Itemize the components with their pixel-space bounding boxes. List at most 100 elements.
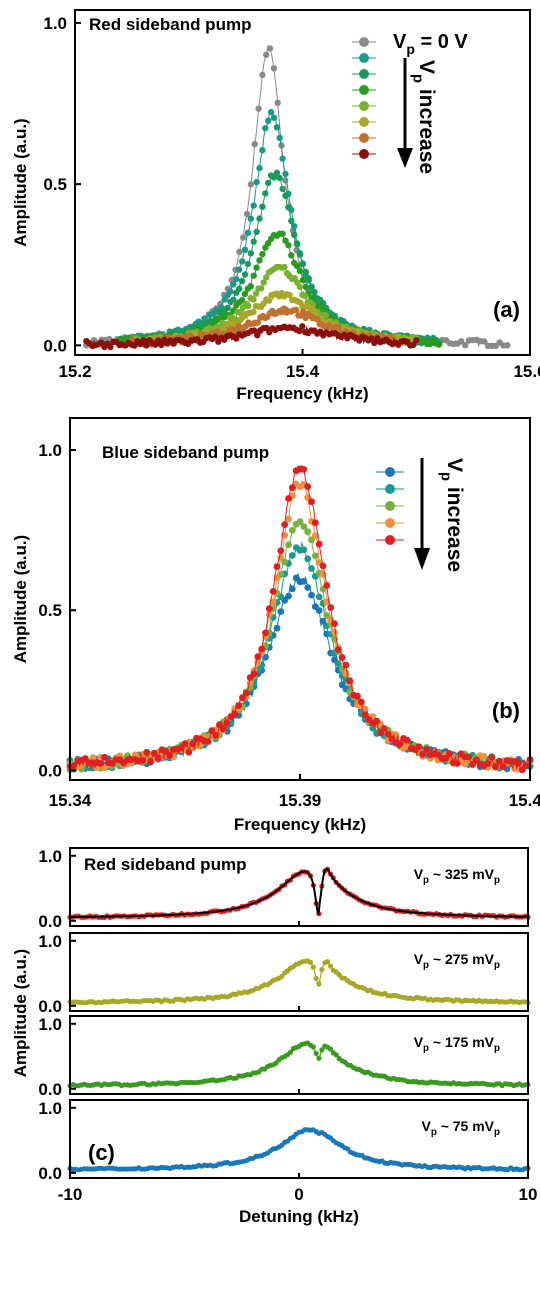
panel-annotation: Red sideband pump [89, 15, 251, 34]
data-point [307, 959, 314, 966]
data-point [380, 725, 388, 732]
data-point [259, 147, 266, 154]
data-point [373, 717, 381, 725]
data-point [453, 760, 461, 767]
data-point [292, 306, 300, 313]
data-point [313, 975, 319, 982]
legend-marker [359, 37, 369, 47]
data-point [287, 1049, 293, 1055]
data-point [396, 740, 404, 748]
data-point [270, 174, 278, 181]
data-point [273, 169, 281, 176]
data-point [247, 215, 254, 222]
panel-b: 15.34 15.39 15.44 0.0 0.5 1.0 Frequency (kHz) A… [11, 441, 540, 834]
data-point [522, 762, 530, 769]
data-point [274, 99, 281, 107]
y-tick-label: 1.0 [43, 14, 67, 33]
y-tick-label: 1.0 [38, 932, 62, 951]
data-point [256, 164, 263, 172]
subpanel-voltage-label: Vp ~ 175 mVp [414, 1034, 500, 1054]
data-point [258, 645, 266, 653]
data-point [285, 541, 292, 549]
data-point [296, 283, 304, 291]
data-point [243, 210, 251, 218]
data-point [208, 727, 216, 735]
data-point [265, 611, 273, 619]
panel-label: (c) [88, 1140, 115, 1165]
data-point [288, 552, 296, 559]
data-point [204, 738, 212, 745]
data-point [311, 288, 318, 296]
data-point [257, 285, 265, 292]
data-point [244, 229, 252, 236]
y-tick-label: 0.0 [38, 997, 62, 1016]
panel-label: (a) [493, 297, 520, 322]
data-point [285, 592, 292, 600]
data-point [97, 760, 105, 767]
data-point [247, 250, 254, 257]
data-point [304, 528, 312, 536]
data-point [231, 710, 239, 718]
x-axis-label: Frequency (kHz) [234, 815, 366, 834]
data-point [446, 750, 453, 757]
data-point [285, 495, 292, 502]
data-point [266, 45, 274, 52]
data-point [415, 743, 423, 750]
data-point [315, 593, 323, 601]
data-point [285, 204, 292, 211]
data-point [223, 719, 231, 727]
data-point [259, 71, 266, 79]
legend-marker [359, 85, 369, 95]
data-point [316, 981, 322, 987]
fit-line [70, 867, 528, 918]
data-point [403, 736, 411, 744]
data-point [250, 296, 257, 303]
data-point [89, 754, 97, 762]
data-point [250, 670, 258, 677]
data-point [461, 760, 469, 768]
x-tick-label: 15.4 [286, 362, 320, 381]
data-point [288, 217, 295, 225]
data-point [185, 748, 193, 756]
data-point [219, 725, 227, 733]
data-point [238, 258, 246, 265]
series-line [69, 960, 529, 1004]
data-point [499, 763, 507, 770]
data-point [250, 202, 257, 209]
data-point [319, 562, 327, 570]
data-point [296, 327, 303, 335]
data-point [288, 484, 296, 492]
y-tick-label: 0.0 [43, 336, 67, 355]
y-tick-label: 0.0 [38, 761, 62, 780]
data-point [302, 268, 309, 276]
data-point [371, 339, 378, 347]
legend-marker [359, 117, 369, 127]
data-point [315, 607, 323, 614]
series-1-line [69, 541, 531, 771]
data-point [504, 342, 511, 349]
data-point [299, 323, 306, 330]
legend-title: Vp = 0 V [393, 31, 468, 57]
data-point [253, 228, 260, 236]
data-point [265, 297, 273, 304]
data-point [189, 740, 197, 748]
data-point [235, 702, 243, 710]
data-point [262, 190, 269, 197]
data-point [253, 264, 260, 271]
data-point [333, 1052, 339, 1058]
data-point [101, 753, 108, 761]
data-point [304, 584, 312, 591]
data-point [319, 617, 327, 625]
arrow-label: Vp increase [410, 60, 438, 174]
data-point [265, 605, 273, 613]
data-point [354, 692, 361, 700]
data-point [181, 740, 189, 748]
data-point [281, 521, 289, 528]
data-point [263, 274, 270, 281]
data-point [273, 124, 281, 131]
data-point [288, 526, 296, 534]
y-axis-label: Amplitude (a.u.) [11, 118, 30, 246]
data-point [273, 563, 281, 570]
data-point [442, 754, 450, 762]
